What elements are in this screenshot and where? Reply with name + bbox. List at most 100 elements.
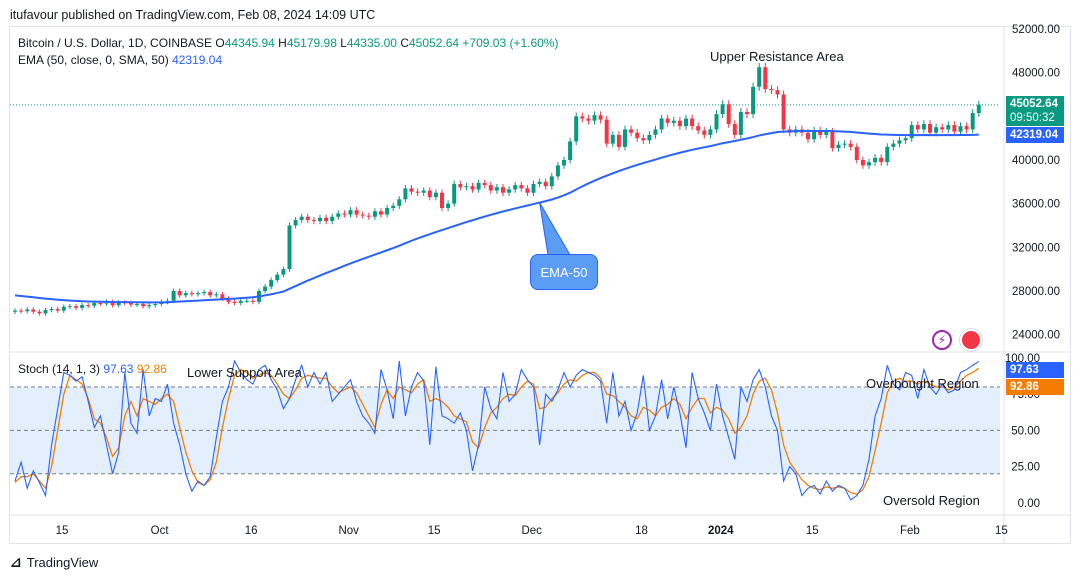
tradingview-logo[interactable]: ⊿ TradingView (10, 554, 98, 571)
candle-body (458, 183, 463, 188)
candle-body (141, 304, 146, 307)
candle-body (43, 310, 48, 314)
candle-body (269, 280, 274, 287)
candle-body (549, 176, 554, 187)
candle-body (92, 302, 97, 306)
candle-body (915, 125, 920, 130)
time-tick-label: 15 (995, 525, 1008, 537)
us-flag-icon[interactable] (960, 329, 982, 351)
symbol-title[interactable]: Bitcoin / U.S. Dollar, 1D, COINBASE (18, 36, 213, 50)
candle-body (250, 300, 255, 302)
candle-body (726, 104, 731, 124)
candle-body (446, 203, 451, 209)
candle-body (958, 126, 963, 132)
candle-body (909, 125, 914, 139)
candle-body (976, 104, 981, 114)
time-tick-label: 16 (245, 525, 258, 537)
price-legend: Bitcoin / U.S. Dollar, 1D, COINBASE O443… (18, 36, 558, 50)
candle-body (275, 274, 280, 281)
time-tick-label: 18 (635, 525, 648, 537)
candle-body (580, 116, 585, 119)
candle-body (745, 111, 749, 115)
candle-body (330, 216, 335, 222)
candle-body (970, 113, 975, 130)
candle-body (568, 141, 573, 160)
close-label: C (400, 36, 409, 50)
candle-body (183, 293, 188, 296)
candle-body (238, 300, 243, 303)
candle-body (196, 293, 200, 295)
ema-callout-pointer (539, 202, 571, 256)
candle-body (732, 123, 737, 135)
candle-body (220, 294, 225, 299)
price-tick-label: 48000.00 (1012, 68, 1060, 80)
candle-body (671, 120, 676, 123)
candle-body (586, 118, 591, 121)
candle-body (372, 211, 377, 217)
low-label: L (340, 36, 347, 50)
candle-body (379, 211, 383, 215)
ema-legend[interactable]: EMA (50, close, 0, SMA, 50) 42319.04 (18, 53, 222, 67)
candle-body (244, 300, 249, 302)
candle-body (452, 183, 457, 204)
candle-body (537, 181, 542, 184)
candle-body (476, 182, 481, 190)
candle-body (598, 115, 603, 120)
high-label: H (278, 36, 287, 50)
candle-body (903, 138, 908, 141)
stoch-d-tag: 92.86 (1006, 379, 1064, 395)
change-value: +709.03 (+1.60%) (462, 36, 559, 50)
candle-body (171, 290, 176, 301)
stoch-k-value: 97.63 (103, 362, 134, 376)
candle-body (769, 89, 774, 91)
candle-body (293, 220, 298, 226)
lower-support-label: Lower Support Area (187, 365, 302, 380)
candle-body (641, 138, 646, 141)
candle-body (946, 125, 951, 130)
lightning-icon[interactable]: ⚡ (932, 330, 952, 350)
candle-body (80, 305, 85, 308)
candle-body (940, 127, 945, 130)
candle-body (433, 192, 438, 198)
time-tick-label: 15 (56, 525, 69, 537)
candle-body (348, 210, 353, 215)
candle-body (873, 157, 878, 163)
candle-body (488, 185, 493, 191)
candle-body (555, 165, 560, 177)
ema-callout: EMA-50 (530, 254, 598, 290)
stoch-legend[interactable]: Stoch (14, 1, 3) 97.63 92.86 (18, 362, 167, 376)
candle-body (653, 129, 658, 135)
tradingview-mark-icon: ⊿ (10, 554, 22, 570)
chart-frame (9, 26, 1071, 544)
ema-price-tag: 42319.04 (1006, 127, 1064, 143)
candle-body (305, 216, 310, 221)
candle-body (690, 118, 695, 127)
candle-body (232, 301, 237, 303)
stoch-d-value: 92.86 (136, 362, 167, 376)
candle-body (147, 305, 152, 307)
time-tick-label: Oct (151, 525, 170, 537)
candle-body (647, 134, 652, 141)
stoch-k-line (14, 359, 980, 501)
candle-body (824, 131, 829, 135)
candle-body (763, 67, 768, 90)
stoch-tick-label: 50.00 (1011, 425, 1040, 437)
candle-body (891, 143, 896, 147)
bar-countdown: 09:50:32 (1010, 112, 1055, 124)
ema-50-line (14, 129, 979, 304)
candle-body (921, 123, 926, 130)
candle-body (318, 217, 322, 222)
candle-body (928, 123, 932, 133)
candle-body (427, 190, 432, 198)
ema-label: EMA (50, close, 0, SMA, 50) (18, 53, 169, 67)
candle-body (299, 216, 304, 221)
price-tick-label: 52000.00 (1012, 24, 1060, 36)
candle-body (952, 125, 957, 132)
candle-body (531, 183, 536, 193)
candle-body (403, 188, 408, 200)
candle-body (153, 304, 158, 306)
candle-body (574, 116, 579, 142)
publisher-line: itufavour published on TradingView.com, … (10, 8, 376, 22)
candle-body (751, 86, 756, 115)
